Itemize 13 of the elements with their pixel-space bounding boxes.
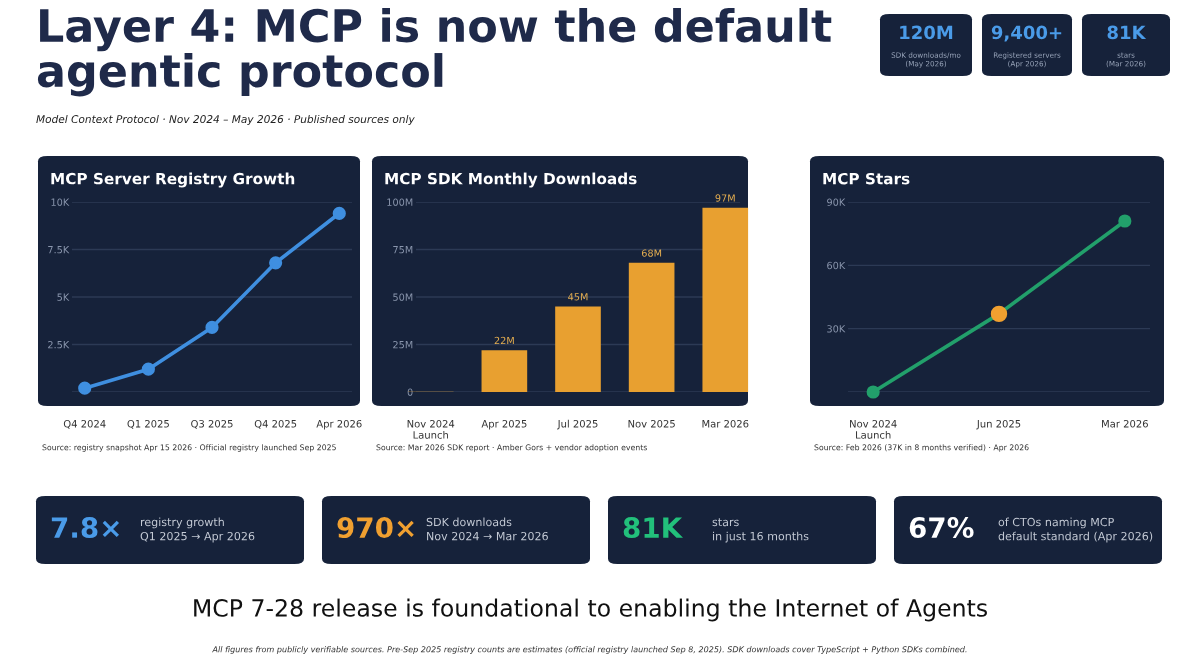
text: MCP 7-28 release is foundational to enabling the Internet of Agents <box>194 598 987 622</box>
point <box>269 256 283 270</box>
point <box>332 206 346 220</box>
text: Layer 4: MCP is now the default agentic protocol <box>37 8 832 97</box>
point <box>866 385 880 399</box>
bar <box>702 207 749 392</box>
bar <box>481 350 528 392</box>
bar <box>628 262 675 392</box>
point <box>1118 214 1132 228</box>
point <box>205 320 219 334</box>
bar <box>555 306 601 392</box>
point <box>78 381 92 395</box>
point <box>141 362 155 376</box>
